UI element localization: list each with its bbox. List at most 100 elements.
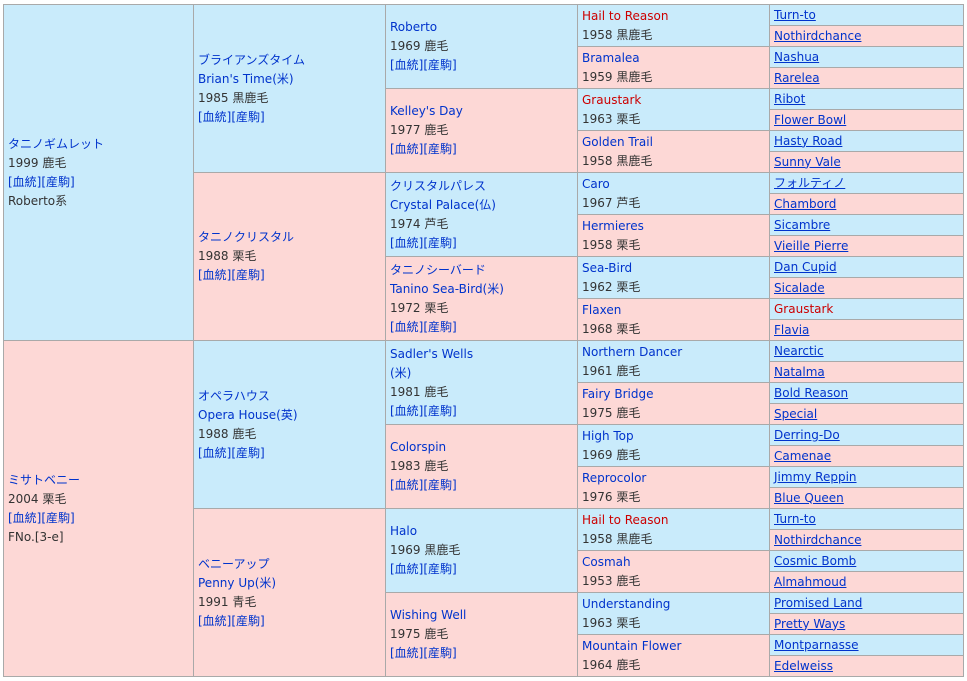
horse-name-link[interactable]: Flower Bowl <box>774 112 847 127</box>
horse-name-link[interactable]: Graustark <box>582 92 642 107</box>
horse-links: [血統][産駒] <box>8 173 189 192</box>
horse-name-link[interactable]: Special <box>774 406 818 421</box>
offspring-link[interactable]: [産駒] <box>423 58 457 72</box>
horse-name-link[interactable]: Pretty Ways <box>774 616 846 631</box>
pedigree-link[interactable]: [血統] <box>390 142 424 156</box>
pedigree-link[interactable]: [血統] <box>390 235 424 250</box>
pedigree-link[interactable]: [血統] <box>390 58 424 72</box>
offspring-link[interactable]: [産駒] <box>231 268 265 282</box>
horse-name-link[interactable]: Bold Reason <box>774 385 849 400</box>
offspring-link[interactable]: [産駒] <box>423 235 457 250</box>
offspring-link[interactable]: [産駒] <box>423 478 457 492</box>
horse-name-link[interactable]: Flaxen <box>582 302 622 317</box>
horse-name-link[interactable]: Hasty Road <box>774 133 843 148</box>
pedigree-link[interactable]: [血統] <box>198 109 232 124</box>
horse-alt-name-link[interactable]: Opera House(英) <box>198 407 298 422</box>
pedigree-link[interactable]: [血統] <box>198 613 232 628</box>
horse-alt-name-link[interactable]: Penny Up(米) <box>198 575 277 590</box>
horse-name-link[interactable]: タニノクリスタル <box>198 230 295 244</box>
horse-name-link[interactable]: Fairy Bridge <box>582 386 654 401</box>
horse-name-link[interactable]: Dan Cupid <box>774 259 837 274</box>
gen4-horse-7: Flaxen 1968 栗毛 <box>577 298 770 341</box>
horse-name-link[interactable]: Almahmoud <box>774 574 847 589</box>
horse-name-link[interactable]: Sicambre <box>774 217 831 232</box>
offspring-link[interactable]: [産駒] <box>423 142 457 156</box>
horse-name-link[interactable]: ベニーアップ <box>198 556 270 571</box>
horse-name-link[interactable]: Reprocolor <box>582 470 647 485</box>
horse-name-link[interactable]: Halo <box>390 524 418 538</box>
horse-name-link[interactable]: Ribot <box>774 91 806 106</box>
horse-name-link[interactable]: Derring-Do <box>774 427 840 442</box>
offspring-link[interactable]: [産駒] <box>231 109 265 124</box>
horse-name-link[interactable]: Promised Land <box>774 595 863 610</box>
pedigree-link[interactable]: [血統] <box>390 646 424 660</box>
horse-name-link[interactable]: Kelley's Day <box>390 104 463 118</box>
horse-alt-name-link[interactable]: (米) <box>390 365 412 380</box>
horse-name-link[interactable]: Natalma <box>774 364 825 379</box>
horse-name-link[interactable]: High Top <box>582 428 634 443</box>
horse-name-link[interactable]: Flavia <box>774 322 810 337</box>
horse-name-link[interactable]: Graustark <box>774 301 834 316</box>
horse-name-link[interactable]: Bramalea <box>582 50 640 65</box>
horse-name-link[interactable]: Turn-to <box>774 7 816 22</box>
horse-name-link[interactable]: Understanding <box>582 596 671 611</box>
horse-name-link[interactable]: クリスタルパレス <box>390 178 487 193</box>
horse-name-link[interactable]: Hail to Reason <box>582 8 669 23</box>
pedigree-link[interactable]: [血統] <box>390 562 424 576</box>
horse-name-link[interactable]: オペラハウス <box>198 388 270 403</box>
horse-name-link[interactable]: Turn-to <box>774 511 816 526</box>
horse-name-link[interactable]: Sadler's Wells <box>390 346 474 361</box>
horse-name-link[interactable]: Hail to Reason <box>582 512 669 527</box>
horse-name-link[interactable]: Caro <box>582 176 610 191</box>
horse-name-link[interactable]: Wishing Well <box>390 608 467 622</box>
offspring-link[interactable]: [産駒] <box>41 510 75 525</box>
horse-name-link[interactable]: Edelweiss <box>774 658 833 673</box>
horse-name-link[interactable]: Blue Queen <box>774 490 844 505</box>
horse-alt-name-link[interactable]: Brian's Time(米) <box>198 71 294 86</box>
horse-name-link[interactable]: Sunny Vale <box>774 154 841 169</box>
horse-name-link[interactable]: Roberto <box>390 20 438 34</box>
offspring-link[interactable]: [産駒] <box>231 613 265 628</box>
horse-name-link[interactable]: Golden Trail <box>582 134 653 149</box>
horse-name-link[interactable]: Nothirdchance <box>774 532 862 547</box>
pedigree-link[interactable]: [血統] <box>198 268 232 282</box>
horse-name-link[interactable]: Mountain Flower <box>582 638 682 653</box>
horse-name-link[interactable]: Hermieres <box>582 218 644 233</box>
offspring-link[interactable]: [産駒] <box>423 646 457 660</box>
horse-name-link[interactable]: Nearctic <box>774 343 824 358</box>
horse-name-link[interactable]: Nashua <box>774 49 820 64</box>
offspring-link[interactable]: [産駒] <box>41 174 75 189</box>
coat-color: 栗毛 <box>616 111 641 126</box>
horse-name-link[interactable]: Chambord <box>774 196 837 211</box>
horse-name-link[interactable]: Rarelea <box>774 70 820 85</box>
horse-name-link[interactable]: Sea-Bird <box>582 260 633 275</box>
pedigree-link[interactable]: [血統] <box>390 403 424 418</box>
pedigree-link[interactable]: [血統] <box>390 478 424 492</box>
horse-name-link[interactable]: Cosmah <box>582 554 631 569</box>
pedigree-link[interactable]: [血統] <box>198 445 232 460</box>
horse-name-link[interactable]: Northern Dancer <box>582 344 683 359</box>
pedigree-link[interactable]: [血統] <box>8 174 42 189</box>
horse-name-link[interactable]: Sicalade <box>774 280 825 295</box>
horse-alt-name-link[interactable]: Crystal Palace(仏) <box>390 197 496 212</box>
horse-name-link[interactable]: Nothirdchance <box>774 28 862 43</box>
birth-year: 1972 <box>390 300 421 315</box>
horse-name-link[interactable]: Montparnasse <box>774 637 859 652</box>
offspring-link[interactable]: [産駒] <box>423 319 457 334</box>
horse-name-link[interactable]: Vieille Pierre <box>774 238 849 253</box>
offspring-link[interactable]: [産駒] <box>423 562 457 576</box>
horse-name-link[interactable]: Camenae <box>774 448 832 463</box>
horse-name-link[interactable]: Cosmic Bomb <box>774 553 857 568</box>
horse-name-link[interactable]: タニノシーバード <box>390 262 486 277</box>
horse-alt-name-link[interactable]: Tanino Sea-Bird(米) <box>390 281 504 296</box>
horse-name-link[interactable]: Jimmy Reppin <box>774 469 857 484</box>
offspring-link[interactable]: [産駒] <box>423 403 457 418</box>
horse-name-link[interactable]: ミサトベニー <box>8 472 81 487</box>
horse-name-link[interactable]: フォルティノ <box>774 175 846 190</box>
pedigree-link[interactable]: [血統] <box>390 319 424 334</box>
offspring-link[interactable]: [産駒] <box>231 445 265 460</box>
horse-name-link[interactable]: ブライアンズタイム <box>198 52 306 67</box>
horse-name-link[interactable]: Colorspin <box>390 440 447 454</box>
pedigree-link[interactable]: [血統] <box>8 510 42 525</box>
horse-name-link[interactable]: タニノギムレット <box>8 136 105 151</box>
